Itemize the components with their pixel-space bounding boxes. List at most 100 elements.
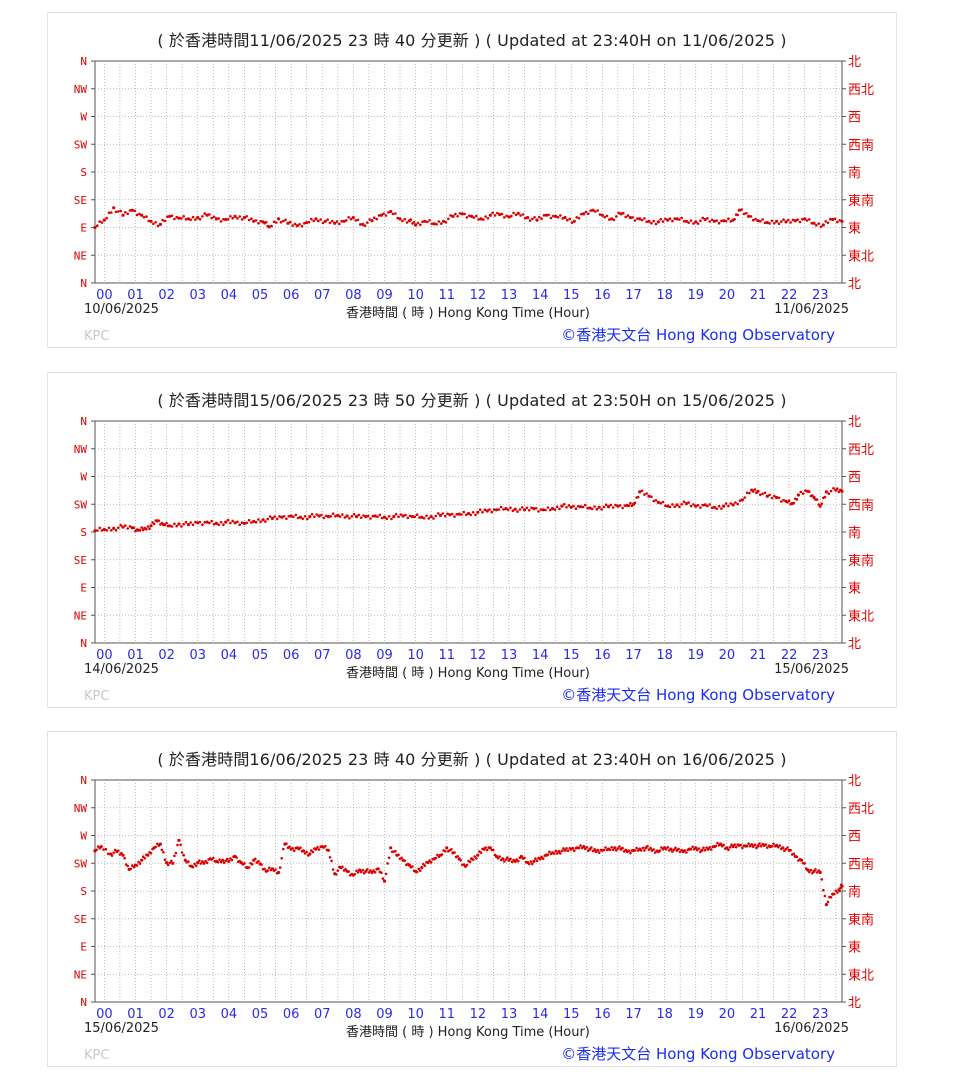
data-point xyxy=(588,506,592,510)
data-point xyxy=(173,217,176,221)
data-point xyxy=(199,862,203,865)
data-point xyxy=(310,512,314,516)
data-point xyxy=(469,513,473,517)
data-point xyxy=(186,217,190,221)
data-point xyxy=(812,869,816,873)
data-point xyxy=(694,504,698,508)
data-point xyxy=(380,516,384,520)
data-point xyxy=(242,216,246,220)
data-point xyxy=(522,508,527,512)
x-tick-label: 00 xyxy=(96,288,113,303)
data-point xyxy=(591,208,595,212)
data-point xyxy=(792,852,796,856)
x-tick-label: 04 xyxy=(221,1007,238,1022)
data-point xyxy=(326,218,330,221)
data-point xyxy=(154,845,157,849)
data-point xyxy=(812,495,816,500)
data-point xyxy=(124,524,127,527)
y-tick-label-right: 東 xyxy=(848,940,861,956)
data-point xyxy=(347,870,351,873)
data-point xyxy=(166,863,170,867)
data-point xyxy=(488,508,491,511)
y-tick-label-left: E xyxy=(80,222,87,235)
data-point xyxy=(369,517,372,520)
x-tick-label: 18 xyxy=(656,1007,673,1022)
chart-title: ( 於香港時間16/06/2025 23 時 40 分更新 ) ( Update… xyxy=(157,750,787,769)
data-point xyxy=(157,519,161,522)
data-point xyxy=(308,515,312,519)
data-point xyxy=(770,496,774,500)
data-point xyxy=(142,216,146,219)
data-point xyxy=(146,525,150,528)
data-point xyxy=(123,856,126,860)
data-point xyxy=(631,216,634,219)
data-point xyxy=(567,504,571,507)
x-tick-label: 12 xyxy=(470,288,487,303)
data-point xyxy=(432,517,435,520)
data-point xyxy=(210,519,213,523)
data-point xyxy=(803,217,807,221)
data-point xyxy=(770,219,774,223)
data-point xyxy=(573,849,576,852)
data-point xyxy=(236,217,239,220)
data-point xyxy=(741,846,744,850)
data-point xyxy=(100,529,104,532)
data-point xyxy=(124,211,127,214)
date-end: 11/06/2025 xyxy=(774,302,849,317)
data-point xyxy=(128,209,132,212)
data-point xyxy=(510,214,513,218)
data-point xyxy=(697,847,701,850)
data-point xyxy=(566,849,570,853)
data-point xyxy=(700,848,704,852)
data-point xyxy=(238,215,241,218)
data-point xyxy=(745,844,749,848)
data-point xyxy=(532,507,536,511)
x-tick-label: 11 xyxy=(438,1007,455,1022)
data-point xyxy=(294,513,298,517)
data-point xyxy=(277,217,281,221)
data-point xyxy=(187,860,190,863)
data-point xyxy=(135,864,139,867)
plot-area xyxy=(94,420,843,644)
data-point xyxy=(398,217,402,221)
data-point xyxy=(456,855,459,858)
data-point xyxy=(368,218,372,221)
y-tick-label-right: 北 xyxy=(848,277,861,292)
data-point xyxy=(535,218,539,222)
x-tick-label: 03 xyxy=(189,1007,206,1022)
data-point xyxy=(799,858,804,862)
data-point xyxy=(328,856,332,859)
plot-area xyxy=(94,60,843,284)
data-point xyxy=(782,218,785,221)
x-tick-label: 05 xyxy=(252,1007,269,1022)
data-point xyxy=(334,514,337,518)
data-point xyxy=(176,843,179,847)
data-point xyxy=(264,220,268,224)
data-point xyxy=(524,216,527,220)
data-point xyxy=(130,208,134,212)
y-tick-label-right: 東 xyxy=(848,221,861,237)
data-point xyxy=(354,219,358,222)
data-point xyxy=(581,505,585,509)
data-point xyxy=(602,848,606,852)
data-point xyxy=(208,213,211,216)
data-point xyxy=(224,859,227,863)
data-point xyxy=(833,217,837,221)
x-tick-label: 20 xyxy=(719,648,736,663)
x-tick-label: 00 xyxy=(96,648,113,663)
data-point xyxy=(421,220,424,223)
data-point xyxy=(291,224,294,227)
data-point xyxy=(526,216,530,220)
data-point xyxy=(513,507,517,511)
data-point xyxy=(694,846,698,850)
data-point xyxy=(99,845,103,849)
data-point xyxy=(666,846,669,849)
data-point xyxy=(317,514,321,518)
data-point xyxy=(689,219,693,222)
data-point xyxy=(170,214,174,218)
data-point xyxy=(575,216,578,219)
data-point xyxy=(796,218,799,221)
data-point xyxy=(320,513,323,517)
data-point xyxy=(803,862,806,865)
data-point xyxy=(189,521,192,524)
